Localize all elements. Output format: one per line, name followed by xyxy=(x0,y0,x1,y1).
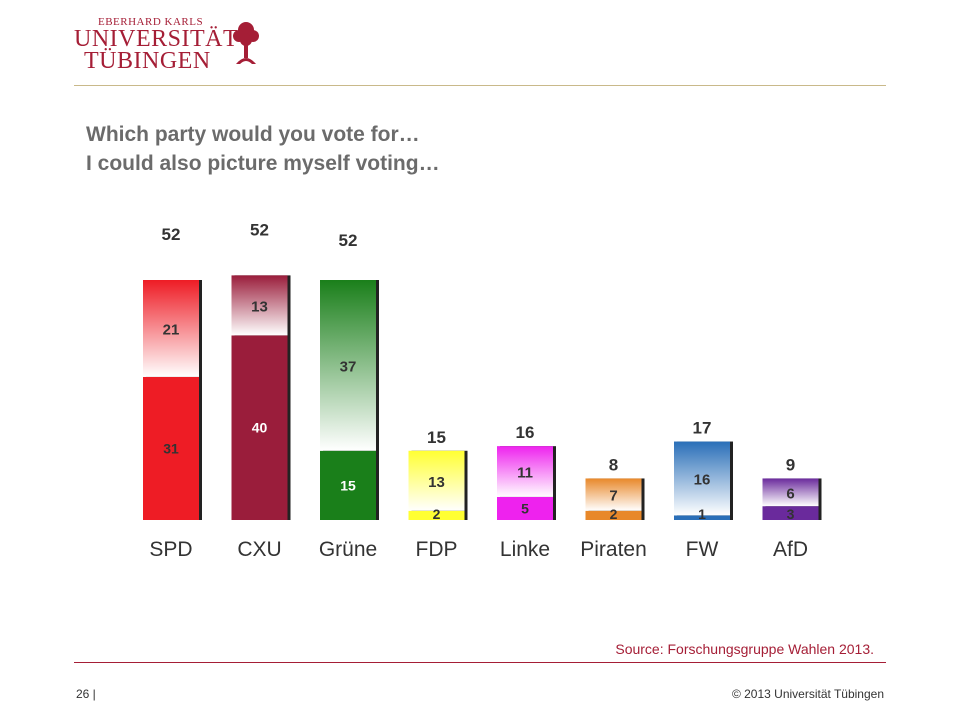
data-label-definite-grne: 15 xyxy=(340,477,356,493)
bar-group-fw: 1 16 17 FW xyxy=(674,419,733,561)
university-logo: EBERHARD KARLS UNIVERSITÄT TÜBINGEN xyxy=(74,14,274,74)
category-label-fdp: FDP xyxy=(416,538,458,561)
tree-emblem-icon xyxy=(233,22,259,64)
total-label-linke: 16 xyxy=(516,423,535,442)
bar-segment-definite-afd xyxy=(762,506,819,520)
header-rule xyxy=(74,85,886,86)
bar-segment-possible-afd xyxy=(762,478,819,507)
category-label-cxu: CXU xyxy=(237,538,281,561)
slide-title: Which party would you vote for… I could … xyxy=(86,120,440,178)
data-label-definite-fdp: 2 xyxy=(433,506,441,522)
bar-segment-definite-fw xyxy=(674,515,730,520)
total-label-spd: 52 xyxy=(162,225,181,244)
bar-segment-definite-piraten xyxy=(585,510,642,520)
bar-group-afd: 3 6 9 AfD xyxy=(762,455,822,561)
data-label-possible-afd: 6 xyxy=(786,485,794,502)
category-label-grne: Grüne xyxy=(319,538,377,561)
bar-group-linke: 5 11 16 Linke xyxy=(497,423,556,561)
data-label-possible-fw: 16 xyxy=(694,471,711,488)
total-label-piraten: 8 xyxy=(609,455,618,474)
category-label-piraten: Piraten xyxy=(580,538,647,561)
bar-segment-possible-spd xyxy=(143,280,199,377)
total-label-fdp: 15 xyxy=(427,428,446,447)
bar-segment-possible-fw xyxy=(674,441,730,516)
total-label-grne: 52 xyxy=(339,231,358,250)
title-line-1: Which party would you vote for… xyxy=(86,123,420,146)
data-label-possible-spd: 21 xyxy=(163,321,180,338)
data-label-possible-cxu: 13 xyxy=(251,298,268,315)
copyright-notice: © 2013 Universität Tübingen xyxy=(731,687,884,701)
data-label-possible-piraten: 7 xyxy=(609,488,617,505)
logo-line-2: UNIVERSITÄT xyxy=(74,26,239,52)
category-label-linke: Linke xyxy=(500,538,550,561)
bar-segment-definite-cxu xyxy=(231,335,288,520)
data-label-definite-cxu: 40 xyxy=(252,420,268,436)
data-label-definite-afd: 3 xyxy=(787,506,795,522)
data-label-possible-linke: 11 xyxy=(517,465,533,482)
data-label-definite-spd: 31 xyxy=(163,440,179,456)
data-label-definite-piraten: 2 xyxy=(610,506,618,522)
bar-segment-possible-grne xyxy=(320,280,376,451)
bar-segment-definite-fdp xyxy=(408,510,465,520)
category-label-afd: AfD xyxy=(773,538,808,561)
bar-segment-definite-linke xyxy=(497,496,553,520)
title-line-2: I could also picture myself voting… xyxy=(86,152,440,175)
page-number: 26 | xyxy=(76,687,96,701)
category-label-fw: FW xyxy=(686,538,719,561)
total-label-fw: 17 xyxy=(693,419,712,438)
bar-group-grne: 15 37 52 Grüne xyxy=(319,231,379,561)
logo-line-3: TÜBINGEN xyxy=(84,48,211,74)
bar-group-fdp: 2 13 15 FDP xyxy=(408,428,468,561)
data-label-definite-fw: 1 xyxy=(698,506,706,522)
total-label-afd: 9 xyxy=(786,455,795,474)
bar-group-piraten: 27 8 Piraten xyxy=(580,455,647,561)
logo-line-1: EBERHARD KARLS xyxy=(98,16,204,28)
bar-segment-possible-linke xyxy=(497,446,553,497)
data-label-definite-linke: 5 xyxy=(521,500,529,516)
data-label-possible-fdp: 13 xyxy=(428,474,445,491)
bar-segment-possible-cxu xyxy=(231,275,288,336)
category-label-spd: SPD xyxy=(149,538,192,561)
bar-segment-definite-grne xyxy=(320,450,376,520)
source-note: Source: Forschungsgruppe Wahlen 2013. xyxy=(615,641,874,657)
bar-segment-definite-spd xyxy=(143,376,199,520)
bar-segment-possible-fdp xyxy=(408,450,465,511)
total-label-cxu: 52 xyxy=(250,220,269,239)
data-label-possible-grne: 37 xyxy=(340,358,357,375)
footer-rule xyxy=(74,662,886,663)
bar-segment-possible-piraten xyxy=(585,478,642,511)
bar-group-cxu: 40 13 52 CXU xyxy=(231,220,291,561)
bar-group-spd: 31 21 52 SPD xyxy=(143,225,202,561)
